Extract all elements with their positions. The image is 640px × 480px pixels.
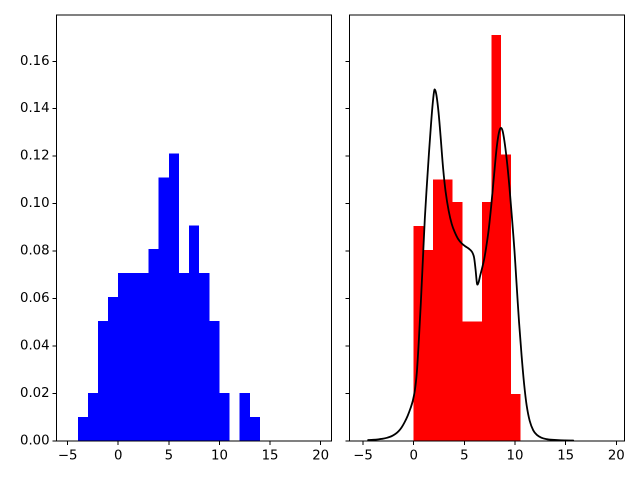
histogram-bar — [118, 273, 129, 441]
histogram-bar — [158, 177, 169, 441]
x-axis: −5 0 5 10 15 20 — [58, 441, 329, 464]
histogram-bar — [442, 179, 453, 441]
x-tick-label: 5 — [165, 449, 173, 464]
histogram-bar — [510, 394, 521, 441]
histogram-bar — [168, 153, 179, 441]
x-tick-label: 10 — [211, 449, 228, 464]
x-tick-label: 0 — [409, 449, 417, 464]
axes-frame — [56, 14, 333, 442]
y-tick-label: 0.14 — [20, 101, 50, 116]
x-tick-label: 20 — [608, 449, 625, 464]
axes-frame — [348, 14, 626, 442]
histogram-bar — [462, 321, 473, 441]
histogram-bar — [249, 417, 260, 441]
x-tick-label: 15 — [557, 449, 574, 464]
histogram-bar — [148, 249, 159, 441]
histogram-bar — [491, 35, 502, 441]
x-tick-label: 15 — [262, 449, 279, 464]
histogram-bar — [178, 273, 190, 441]
y-tick-label: 0.16 — [20, 54, 50, 69]
x-tick-label: 0 — [114, 449, 122, 464]
histogram-bar — [501, 154, 511, 441]
x-tick-label: 10 — [507, 449, 524, 464]
x-tick-label: 5 — [460, 449, 468, 464]
x-tick-label: 20 — [312, 449, 329, 464]
y-tick-label: 0.10 — [20, 196, 50, 211]
y-axis — [345, 60, 350, 442]
y-tick-label: 0.00 — [20, 434, 50, 449]
histogram-bar — [77, 417, 88, 441]
kde-curve — [367, 88, 575, 442]
x-tick-label: −5 — [58, 449, 78, 464]
y-axis: 0.00 0.02 0.04 0.06 0.08 0.10 0.12 0.14 0.16 — [20, 54, 57, 449]
histogram-bar — [98, 321, 109, 441]
subplot-right: −5 0 5 10 15 20 — [345, 14, 626, 464]
histogram-bar — [209, 321, 220, 441]
histogram-bars — [413, 35, 521, 441]
histogram-bar — [481, 201, 492, 441]
histogram-bars — [77, 153, 260, 441]
histogram-bar — [128, 273, 139, 441]
histogram-bar — [433, 179, 443, 441]
y-tick-label: 0.02 — [20, 386, 50, 401]
x-tick-label: −5 — [353, 449, 373, 464]
subplot-left: −5 0 5 10 15 200.000.020.040.060.080.100.120.… — [20, 14, 333, 464]
histogram-bar — [189, 225, 200, 441]
histogram-bar — [108, 297, 119, 441]
histogram-bar — [138, 273, 149, 441]
histogram-bar — [452, 201, 463, 441]
y-tick-label: 0.08 — [20, 244, 50, 259]
histogram-bar — [219, 393, 230, 441]
histogram-bar — [87, 393, 98, 441]
y-tick-label: 0.04 — [20, 339, 50, 354]
x-axis: −5 0 5 10 15 20 — [353, 441, 625, 464]
y-tick-label: 0.06 — [20, 291, 50, 306]
y-tick-label: 0.12 — [20, 149, 50, 164]
histogram-bar — [423, 249, 434, 441]
histogram-bar — [199, 273, 210, 441]
histogram-bar — [472, 321, 482, 441]
histogram-bar — [239, 393, 250, 441]
